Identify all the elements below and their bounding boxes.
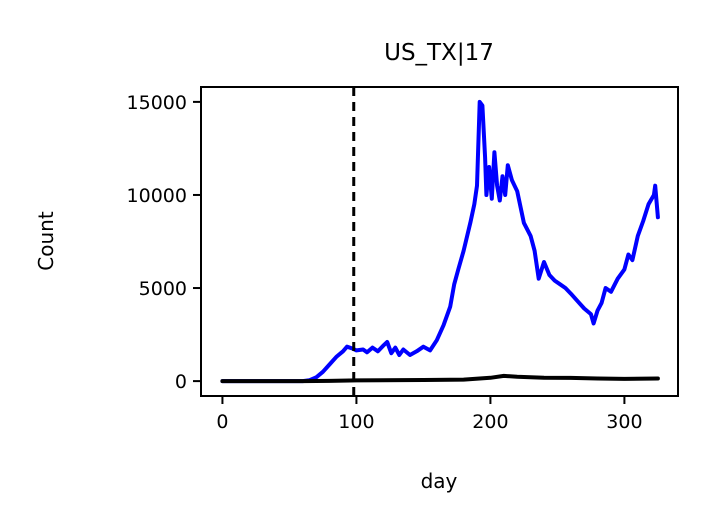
plot-frame bbox=[200, 86, 679, 397]
chart-title: US_TX|17 bbox=[384, 40, 494, 66]
x-tick-label: 100 bbox=[338, 411, 374, 433]
y-axis-label: Count bbox=[34, 211, 58, 271]
y-axis-ticks: 0 5000 10000 15000 bbox=[127, 92, 201, 393]
x-tick-label: 300 bbox=[606, 411, 642, 433]
y-tick-label: 5000 bbox=[139, 278, 187, 300]
series-line-blue bbox=[220, 99, 660, 384]
series-line-black bbox=[220, 373, 660, 384]
y-tick-label: 10000 bbox=[127, 185, 187, 207]
x-axis-label: day bbox=[421, 469, 458, 493]
series-layer bbox=[220, 99, 660, 384]
y-tick-label: 15000 bbox=[127, 92, 187, 114]
y-tick-label: 0 bbox=[175, 371, 187, 393]
x-tick-label: 200 bbox=[472, 411, 508, 433]
x-axis-ticks: 0 100 200 300 bbox=[216, 396, 643, 433]
x-tick-label: 0 bbox=[216, 411, 228, 433]
